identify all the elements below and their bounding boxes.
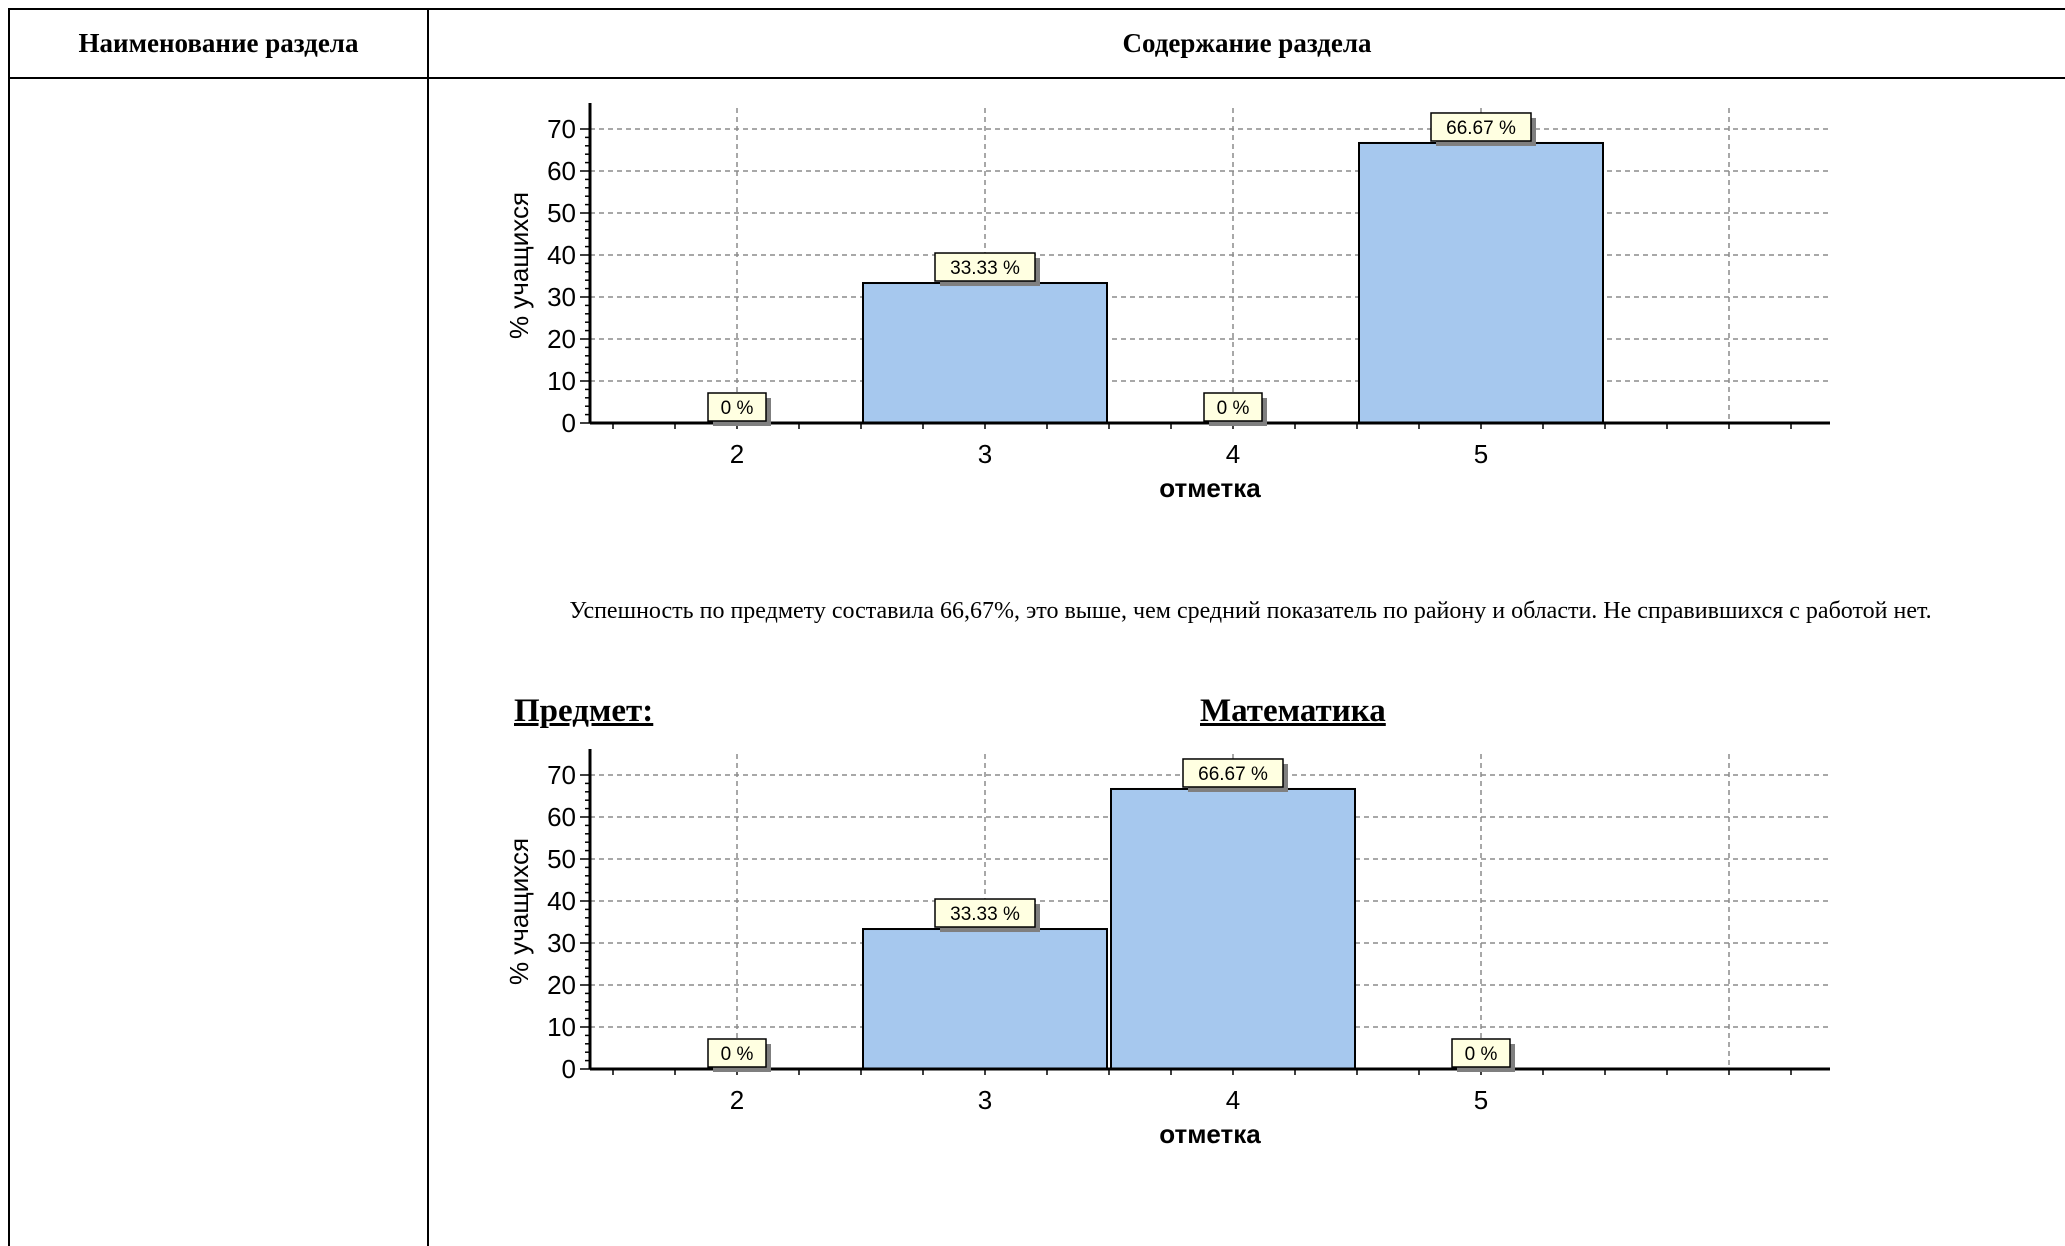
data-label-box: [934, 252, 1036, 282]
y-tick-label: 0: [562, 408, 576, 438]
data-label: 33.33 %: [950, 258, 1020, 279]
y-axis-label: % учащихся: [504, 838, 534, 985]
bar: [1110, 787, 1356, 1071]
table-frame: [8, 8, 2065, 1246]
x-tick-label: 5: [1474, 439, 1488, 469]
success-paragraph: Успешность по предмету составила 66,67%,…: [569, 598, 1932, 624]
x-tick-label: 4: [1226, 1085, 1240, 1115]
x-tick-label: 3: [978, 439, 992, 469]
y-tick-label: 40: [547, 886, 576, 916]
data-label-box: [1430, 112, 1532, 142]
bar: [862, 282, 1108, 424]
subject-value: Математика: [1200, 693, 1386, 729]
data-label-box: [707, 1038, 767, 1068]
y-tick-label: 10: [547, 1012, 576, 1042]
subject-label: Предмет:: [514, 693, 654, 729]
data-label-box: [1203, 392, 1263, 422]
header-section-content: Содержание раздела: [1122, 28, 1372, 58]
y-tick-label: 60: [547, 156, 576, 186]
column-divider: [427, 8, 429, 1246]
y-tick-label: 10: [547, 366, 576, 396]
data-label-box: [934, 898, 1036, 928]
bar: [862, 928, 1108, 1070]
data-label-box: [1182, 758, 1284, 788]
data-label: 33.33 %: [950, 904, 1020, 925]
y-tick-label: 70: [547, 760, 576, 790]
header-divider: [8, 77, 2065, 79]
data-label: 0 %: [721, 398, 754, 419]
chart-grade-distribution-2: 0 10 20 30 40 50 60 70 2 3 4 5 отметка % учащихся 0 % 3…: [504, 749, 1830, 1149]
chart-grade-distribution-1: 0 10 20 30 40 50 60 70 2 3 4 5 отметка % учащихся 0 % 3…: [504, 103, 1830, 503]
y-tick-label: 60: [547, 802, 576, 832]
x-tick-label: 2: [730, 439, 744, 469]
data-label: 0 %: [1217, 398, 1250, 419]
data-label: 0 %: [1465, 1044, 1498, 1065]
data-label: 0 %: [721, 1044, 754, 1065]
y-tick-label: 50: [547, 844, 576, 874]
y-axis-label: % учащихся: [504, 192, 534, 339]
y-tick-label: 40: [547, 240, 576, 270]
y-tick-label: 20: [547, 970, 576, 1000]
data-label: 66.67 %: [1198, 764, 1268, 785]
y-tick-label: 50: [547, 198, 576, 228]
y-tick-label: 70: [547, 114, 576, 144]
header-section-name: Наименование раздела: [78, 28, 359, 58]
y-tick-label: 30: [547, 282, 576, 312]
bar: [1358, 141, 1604, 425]
x-axis-label: отметка: [1159, 473, 1261, 503]
y-tick-label: 30: [547, 928, 576, 958]
data-label-box: [1451, 1038, 1511, 1068]
data-label: 66.67 %: [1446, 118, 1516, 139]
y-tick-label: 0: [562, 1054, 576, 1084]
x-tick-label: 2: [730, 1085, 744, 1115]
x-tick-label: 3: [978, 1085, 992, 1115]
x-tick-label: 5: [1474, 1085, 1488, 1115]
x-tick-label: 4: [1226, 439, 1240, 469]
y-tick-label: 20: [547, 324, 576, 354]
data-label-box: [707, 392, 767, 422]
x-axis-label: отметка: [1159, 1119, 1261, 1149]
